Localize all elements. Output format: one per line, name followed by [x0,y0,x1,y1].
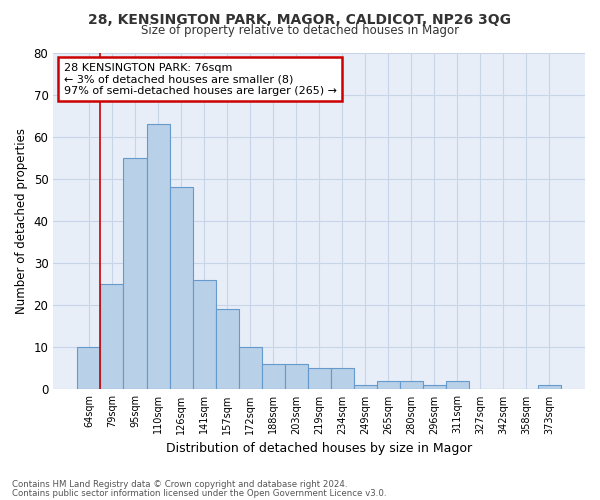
Bar [400,381,423,390]
Text: Contains HM Land Registry data © Crown copyright and database right 2024.: Contains HM Land Registry data © Crown c… [12,480,347,489]
Bar [193,280,215,390]
Bar [77,348,100,390]
X-axis label: Distribution of detached houses by size in Magor: Distribution of detached houses by size … [166,442,472,455]
Text: Size of property relative to detached houses in Magor: Size of property relative to detached ho… [141,24,459,37]
Bar [262,364,284,390]
Bar [423,385,446,390]
Bar [146,124,170,390]
Bar [215,310,239,390]
Bar [353,385,377,390]
Bar [377,381,400,390]
Text: 28 KENSINGTON PARK: 76sqm
← 3% of detached houses are smaller (8)
97% of semi-de: 28 KENSINGTON PARK: 76sqm ← 3% of detach… [64,62,337,96]
Text: 28, KENSINGTON PARK, MAGOR, CALDICOT, NP26 3QG: 28, KENSINGTON PARK, MAGOR, CALDICOT, NP… [89,12,511,26]
Text: Contains public sector information licensed under the Open Government Licence v3: Contains public sector information licen… [12,488,386,498]
Y-axis label: Number of detached properties: Number of detached properties [15,128,28,314]
Bar [284,364,308,390]
Bar [100,284,124,390]
Bar [308,368,331,390]
Bar [331,368,353,390]
Bar [239,348,262,390]
Bar [538,385,561,390]
Bar [446,381,469,390]
Bar [170,188,193,390]
Bar [124,158,146,390]
